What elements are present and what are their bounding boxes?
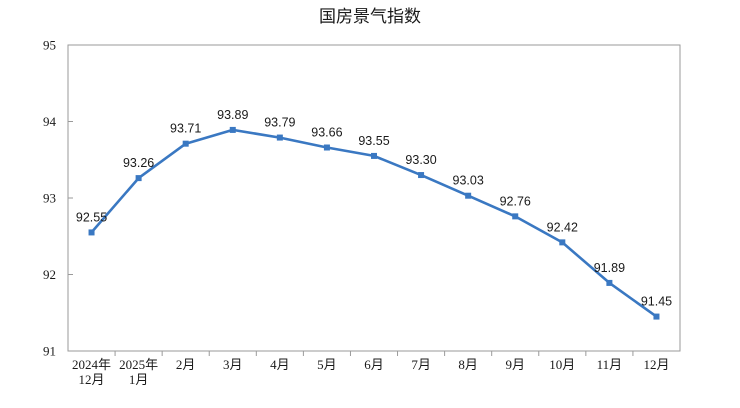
data-label: 92.76 bbox=[500, 194, 531, 208]
data-label: 93.66 bbox=[311, 126, 342, 140]
data-point bbox=[229, 126, 236, 133]
x-tick-label-line: 7月 bbox=[411, 357, 431, 372]
x-tick-label: 6月 bbox=[364, 357, 384, 372]
x-tick-label-line: 12月 bbox=[79, 372, 105, 387]
data-label: 92.42 bbox=[547, 220, 578, 234]
x-tick-label: 4月 bbox=[270, 357, 290, 372]
x-tick-label-line: 10月 bbox=[549, 357, 575, 372]
data-point bbox=[182, 140, 189, 147]
x-tick-label-line: 2024年 bbox=[72, 357, 111, 372]
data-label: 93.55 bbox=[358, 134, 389, 148]
data-label: 93.26 bbox=[123, 156, 154, 170]
data-point bbox=[276, 134, 283, 141]
y-axis: 91 92 93 94 95 bbox=[43, 38, 73, 359]
plot-frame bbox=[67, 44, 681, 352]
data-label: 93.71 bbox=[170, 122, 201, 136]
y-tick-label: 93 bbox=[43, 191, 56, 206]
x-tick-label-line: 2025年 bbox=[119, 357, 158, 372]
data-point bbox=[88, 229, 95, 236]
x-tick-label-line: 1月 bbox=[129, 372, 149, 387]
data-label: 93.03 bbox=[453, 174, 484, 188]
x-tick-label-line: 5月 bbox=[317, 357, 337, 372]
data-label: 93.89 bbox=[217, 108, 248, 122]
chart-title: 国房景气指数 bbox=[319, 7, 421, 27]
x-tick-label-line: 12月 bbox=[643, 357, 669, 372]
data-point bbox=[323, 144, 330, 151]
x-tick-label-line: 8月 bbox=[458, 357, 478, 372]
data-label: 93.79 bbox=[264, 116, 295, 130]
x-tick-label: 3月 bbox=[223, 357, 243, 372]
x-tick-label-line: 9月 bbox=[505, 357, 525, 372]
data-point bbox=[465, 192, 472, 199]
x-tick-label: 7月 bbox=[411, 357, 431, 372]
x-tick-label: 11月 bbox=[597, 357, 623, 372]
y-tick-label: 94 bbox=[43, 114, 57, 129]
x-tick-label: 8月 bbox=[458, 357, 478, 372]
x-tick-label: 5月 bbox=[317, 357, 337, 372]
data-point bbox=[606, 279, 613, 286]
x-tick-label: 2024年 12月 bbox=[72, 357, 111, 387]
x-tick-label-line: 6月 bbox=[364, 357, 384, 372]
y-tick-label: 95 bbox=[43, 38, 56, 53]
y-tick-label: 91 bbox=[43, 344, 56, 359]
x-tick-label-line: 4月 bbox=[270, 357, 290, 372]
x-tick-label-line: 11月 bbox=[597, 357, 623, 372]
data-labels: 92.55 93.26 93.71 93.89 93.79 93.66 93.55 93.30… bbox=[76, 108, 672, 309]
x-tick-label: 10月 bbox=[549, 357, 575, 372]
x-tick-label: 9月 bbox=[505, 357, 525, 372]
series-layer bbox=[88, 126, 660, 320]
data-point bbox=[653, 313, 660, 320]
data-label: 91.45 bbox=[641, 295, 672, 309]
data-point bbox=[512, 213, 519, 220]
x-tick-label-line: 2月 bbox=[176, 357, 196, 372]
x-tick-label: 12月 bbox=[643, 357, 669, 372]
x-tick-label: 2025年 1月 bbox=[119, 357, 158, 387]
x-tick-label-line: 3月 bbox=[223, 357, 243, 372]
data-label: 91.89 bbox=[594, 261, 625, 275]
y-tick-label: 92 bbox=[43, 267, 56, 282]
x-tick-label: 2月 bbox=[176, 357, 196, 372]
data-point bbox=[559, 239, 566, 246]
data-point bbox=[371, 152, 377, 159]
data-label: 92.55 bbox=[76, 210, 107, 224]
data-point bbox=[418, 172, 425, 179]
data-label: 93.30 bbox=[405, 153, 436, 167]
data-point bbox=[135, 175, 142, 182]
